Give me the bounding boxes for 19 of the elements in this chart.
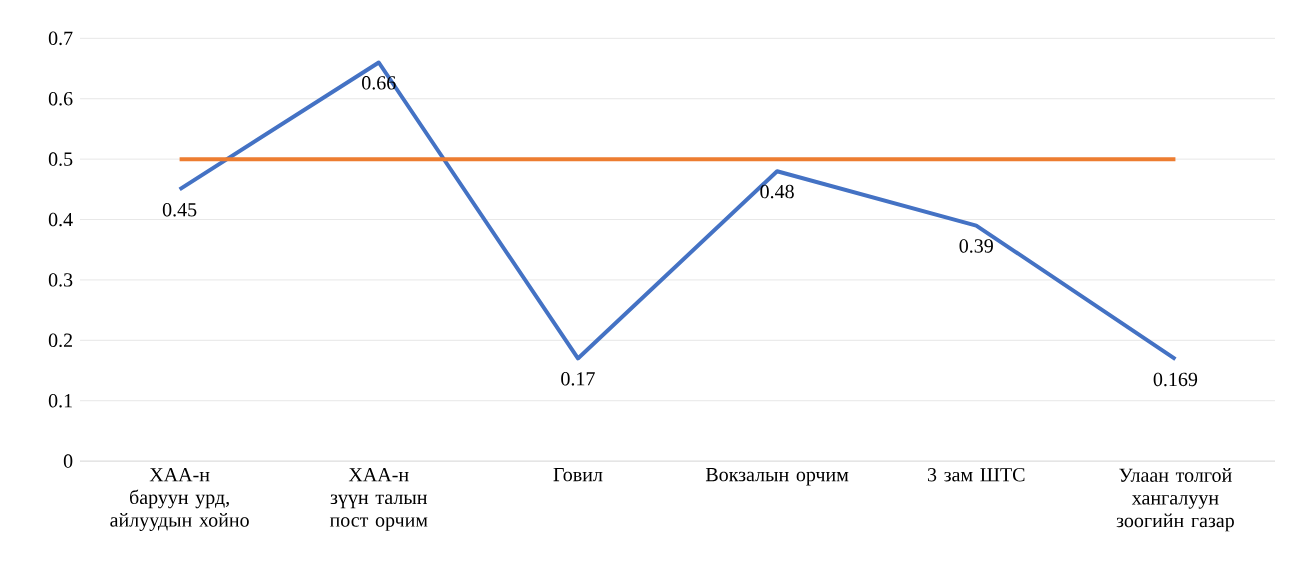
data-label: 0.169 (1153, 372, 1198, 387)
x-tick-label: Говил (553, 467, 603, 482)
x-tick-label: Улаан толгой хангалуун зоогийн газар (1116, 468, 1234, 532)
data-label: 0.17 (561, 371, 595, 386)
y-tick-label: 0.5 (48, 152, 73, 166)
data-label: 0.39 (959, 239, 993, 253)
y-tick-label: 0.2 (48, 333, 72, 348)
y-tick-label: 0.6 (48, 91, 73, 106)
x-tick-label: 3 зам ШТС (927, 467, 1025, 482)
y-tick-label: 0.1 (48, 393, 72, 408)
x-tick-label: Вокзалын орчим (705, 467, 849, 486)
data-label: 0.48 (760, 184, 794, 199)
x-tick-label: ХАА-н баруун урд, айлуудын хойно (110, 467, 249, 531)
data-label: 0.45 (162, 202, 197, 217)
y-tick-label: 0.4 (48, 212, 73, 227)
y-tick-label: 0.3 (48, 273, 73, 287)
y-tick-label: 0 (63, 454, 73, 468)
x-tick-label: ХАА-н зүүн талын пост орчим (329, 467, 428, 531)
y-tick-label: 0.7 (48, 31, 73, 46)
